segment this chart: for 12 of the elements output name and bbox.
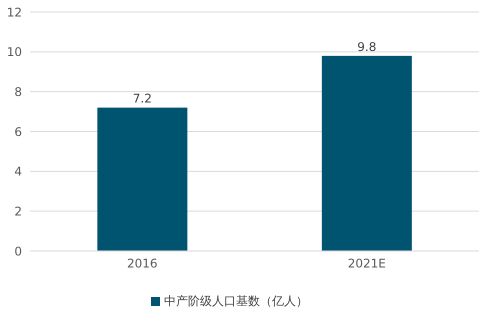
legend-label: 中产阶级人口基数（亿人） bbox=[164, 294, 308, 308]
y-tick-label: 2 bbox=[14, 204, 22, 218]
x-tick-label: 2021E bbox=[348, 256, 386, 271]
x-tick-label: 2016 bbox=[126, 256, 158, 271]
data-label: 9.8 bbox=[357, 40, 376, 54]
y-tick-label: 12 bbox=[6, 5, 22, 20]
y-tick-label: 0 bbox=[14, 244, 22, 258]
data-label: 7.2 bbox=[132, 92, 152, 106]
y-tick-label: 6 bbox=[14, 124, 22, 139]
y-tick-label: 4 bbox=[14, 164, 22, 179]
y-tick-label: 8 bbox=[14, 84, 22, 99]
y-tick-label: 10 bbox=[6, 45, 22, 60]
